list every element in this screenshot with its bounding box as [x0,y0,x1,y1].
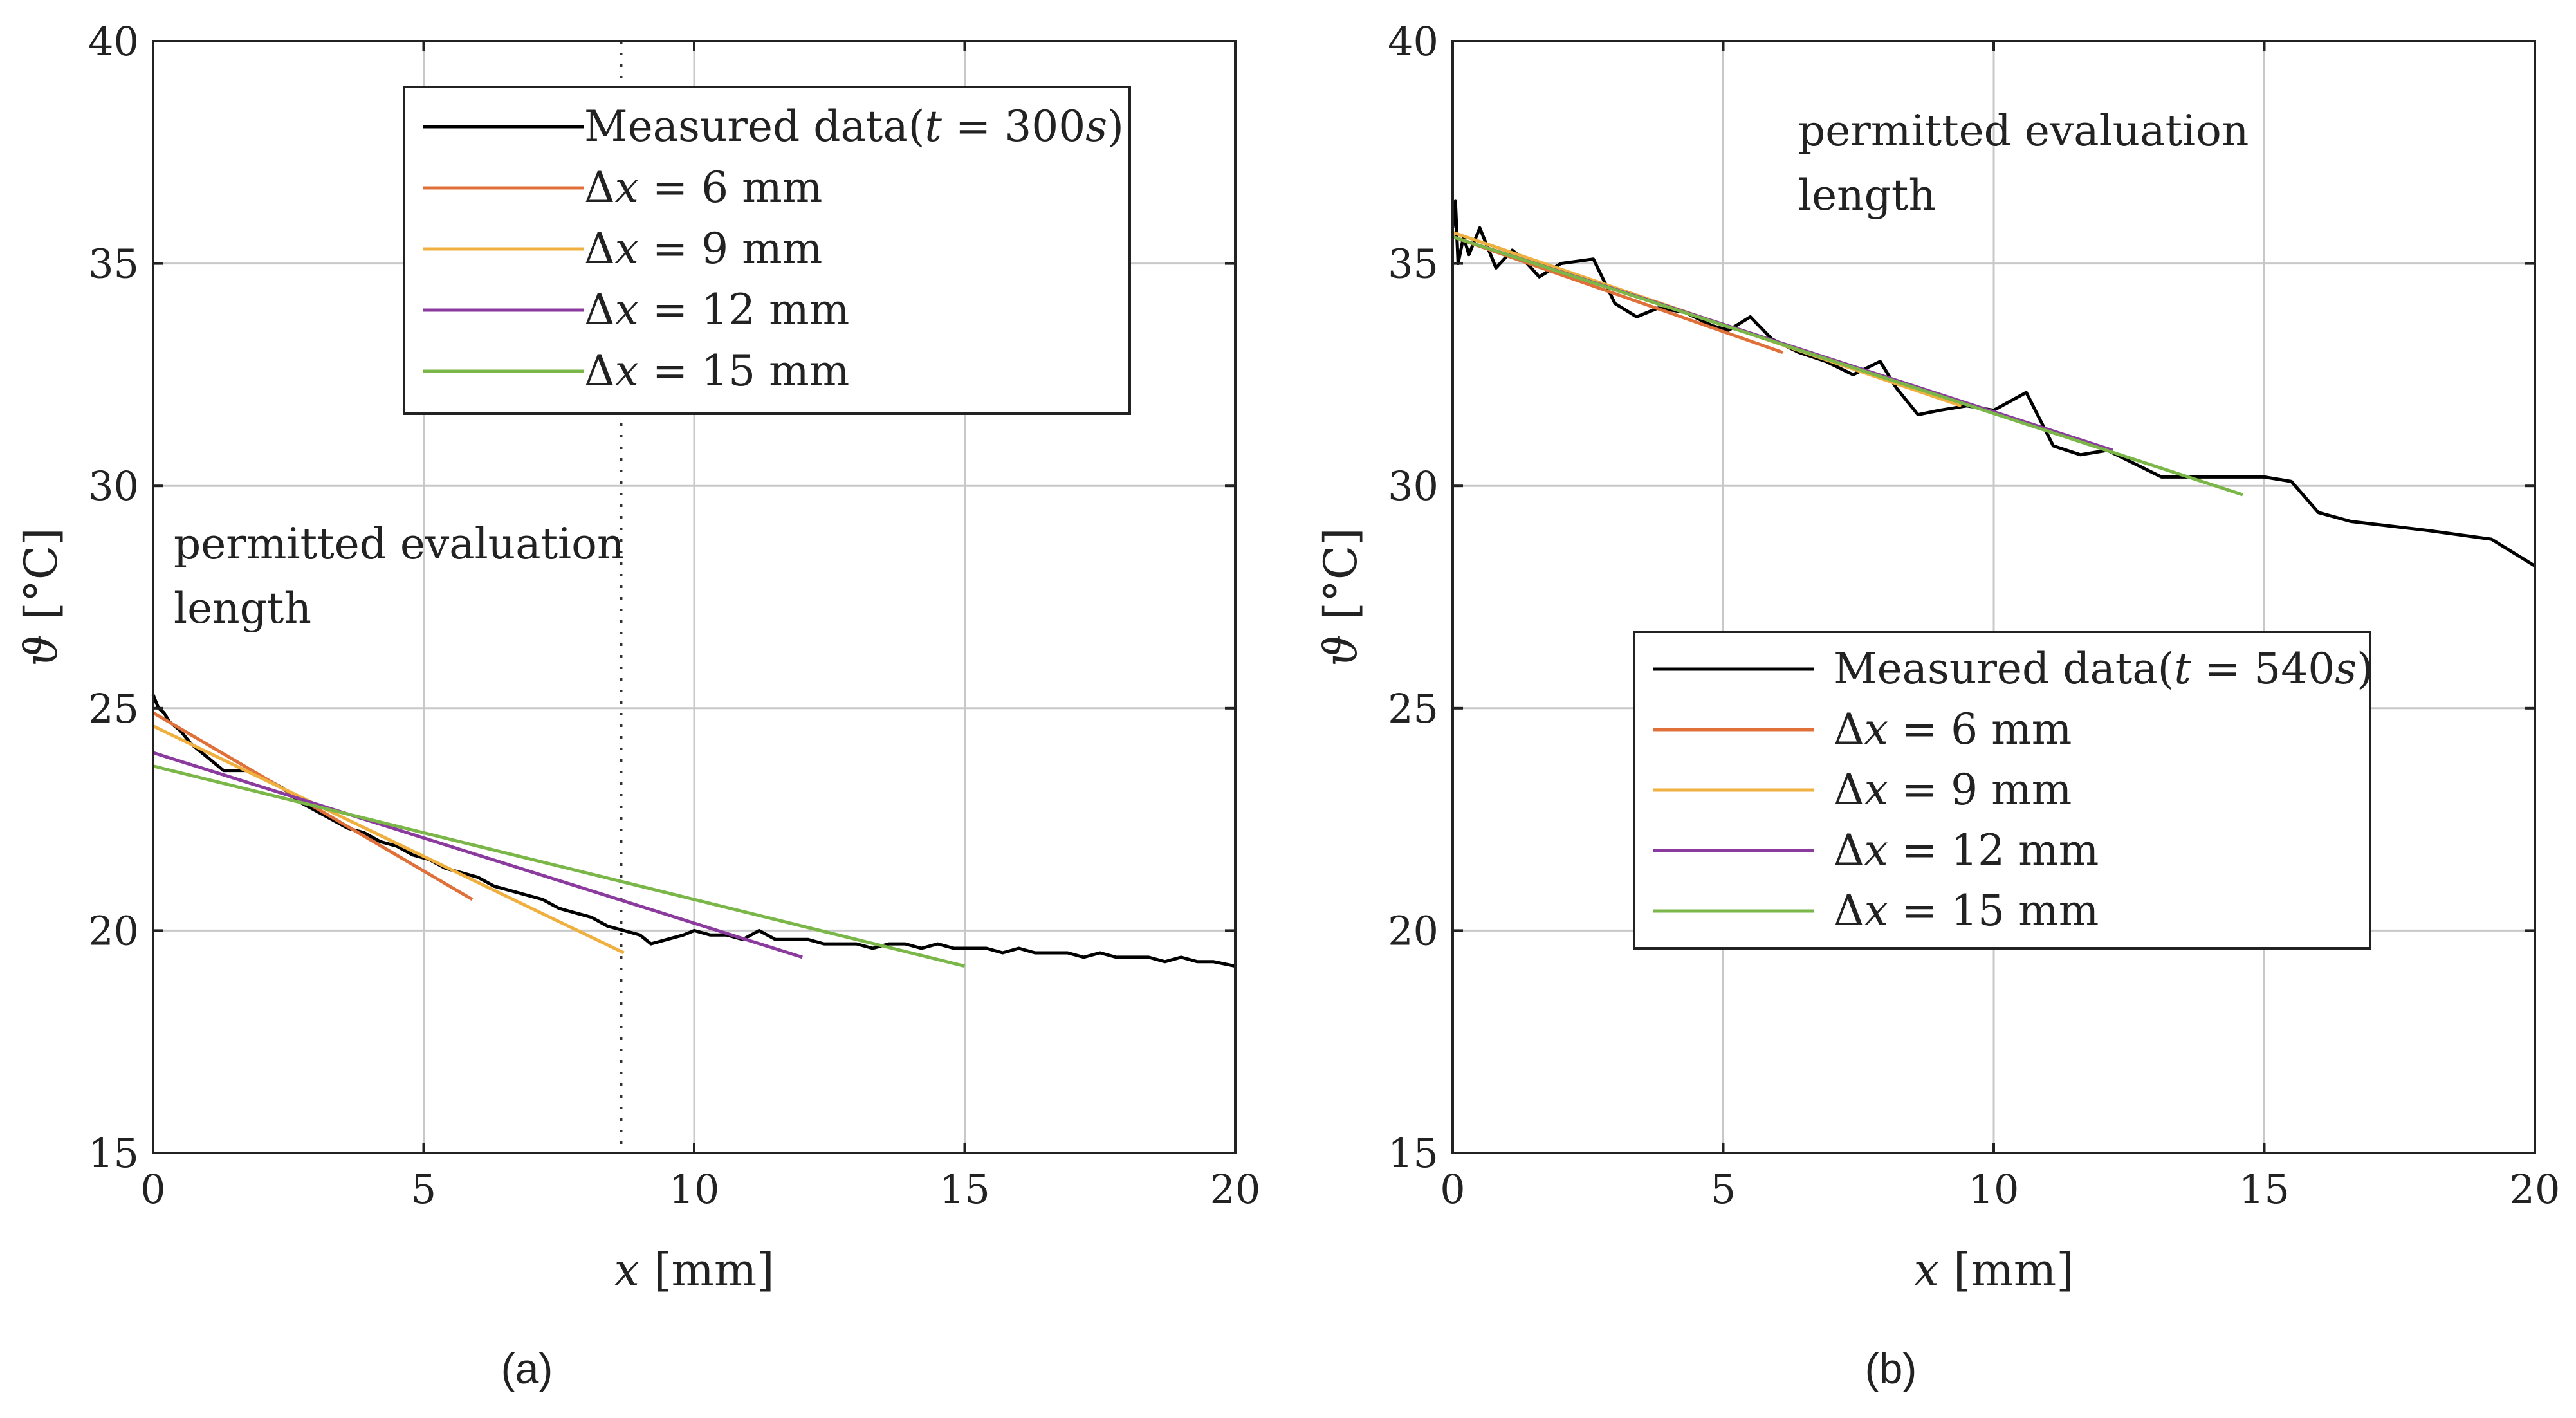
legend-entry-close: ) [2357,644,2373,694]
legend-entry-var: t [2174,644,2191,694]
y-axis-label: ϑ [°C] [1314,528,1367,666]
legend-entry-main: Measured data( [1834,644,2174,694]
x-axis-label: x [mm] [1913,1244,2074,1296]
legend-entry-value: = 15 mm [639,346,849,396]
y-tick-label: 40 [88,18,139,65]
annotation-line: length [174,584,311,633]
x-axis-label-var: x [1913,1244,1938,1296]
legend-entry-unit: s [2335,644,2357,694]
legend-entry-var: t [925,102,942,151]
legend-entry-close: ) [1107,102,1124,151]
x-tick-label: 15 [939,1166,990,1213]
legend-entry-var: x [615,346,639,396]
legend-entry-main: Δ [584,163,615,212]
x-tick-label: 20 [1210,1166,1261,1213]
legend-entry-main: Measured data( [584,102,925,151]
series-line-fit-4 [152,764,966,968]
legend-entry-value: = 6 mm [639,163,822,212]
legend-entry: Δx = 12 mm [1834,825,2099,875]
panel-label: (a) [501,1345,553,1392]
annotation-line: permitted evaluation [174,519,624,569]
legend-entry-var: x [1864,886,1888,935]
legend-entry-value: = 12 mm [1888,825,2099,875]
legend-entry-main: Δ [584,285,615,335]
legend-entry-main: Δ [1834,765,1864,815]
y-tick-label: 30 [88,463,139,510]
legend-entry-value: = 9 mm [639,224,822,273]
annotation-line: length [1798,170,1936,220]
y-axis-label-unit: [°C] [1314,528,1367,634]
series-line-fit-3 [152,751,803,959]
x-axis-label-var: x [614,1244,639,1296]
evaluation-length-annotation: permitted evaluation length [1798,106,2249,220]
x-tick-label: 10 [1969,1166,2019,1213]
y-tick-label: 20 [1388,907,1439,954]
y-tick-label: 40 [1388,18,1439,65]
legend-entry-var: x [615,224,639,273]
annotation-line: permitted evaluation [1798,106,2249,156]
y-axis-label-var: ϑ [1314,634,1367,667]
legend-entry-var: x [615,163,639,212]
legend-entry-value: = 6 mm [1888,704,2072,754]
legend-entry: Δx = 6 mm [584,163,822,212]
legend-entry-main: Δ [1834,704,1864,754]
x-tick-label: 15 [2239,1166,2290,1213]
legend-entry-unit: s [1085,102,1107,151]
x-tick-label: 20 [2510,1166,2561,1213]
legend-entry-value: = 12 mm [639,285,849,335]
legend-entry: Δx = 6 mm [1834,704,2072,754]
legend-entry: Δx = 12 mm [584,285,849,335]
legend-entry: Measured data(t = 300s) [584,102,1124,151]
y-tick-label: 20 [88,907,139,954]
y-tick-label: 30 [1388,463,1439,510]
x-tick-label: 0 [140,1166,165,1213]
legend-entry: Δx = 9 mm [584,224,822,273]
legend-entry-var: x [1864,704,1888,754]
y-tick-label: 15 [88,1130,139,1177]
y-tick-label: 15 [1388,1130,1439,1177]
x-tick-label: 10 [669,1166,720,1213]
y-axis-label-unit: [°C] [15,528,68,634]
legend-entry-main: Δ [584,346,615,396]
legend-entry-main: Δ [584,224,615,273]
y-tick-label: 25 [88,685,139,732]
legend-entry-main: Δ [1834,886,1864,935]
legend-entry-main: Δ [1834,825,1864,875]
x-tick-label: 0 [1440,1166,1465,1213]
legend-entry-var: x [615,285,639,335]
panel-label: (b) [1865,1345,1917,1392]
x-tick-label: 5 [411,1166,436,1213]
y-tick-label: 35 [1388,241,1439,288]
legend-entry-value: = 300 [942,102,1085,151]
y-axis-label-var: ϑ [15,634,68,667]
y-tick-label: 25 [1388,685,1439,732]
legend-entry: Δx = 15 mm [584,346,849,396]
y-axis-label: ϑ [°C] [15,528,68,666]
legend-entry-value: = 9 mm [1888,765,2072,815]
x-axis-label-unit: [mm] [1939,1244,2074,1296]
legend-entry: Measured data(t = 540s) [1834,644,2373,694]
x-axis-label: x [mm] [614,1244,774,1296]
legend-entry-value: = 15 mm [1888,886,2099,935]
chart-panel-b: 0 5 10 15 20 15 20 25 30 35 40 x [mm] ϑ [°C] permitte… [1314,18,2560,1392]
series-line-fit-2 [152,724,625,955]
legend-entry-var: x [1864,765,1888,815]
y-tick-label: 35 [88,241,139,288]
legend-entry: Δx = 9 mm [1834,765,2072,815]
legend-entry-var: x [1864,825,1888,875]
legend-entry: Δx = 15 mm [1834,886,2099,935]
legend-entry-value: = 540 [2191,644,2335,694]
series-line-fit-4 [1452,235,2243,497]
chart-panel-a: 0 5 10 15 20 15 20 25 30 35 40 x [mm] ϑ [°C] permitte… [15,18,1260,1392]
evaluation-length-annotation: permitted evaluation length [174,519,624,633]
x-axis-label-unit: [mm] [639,1244,775,1296]
x-tick-label: 5 [1711,1166,1736,1213]
